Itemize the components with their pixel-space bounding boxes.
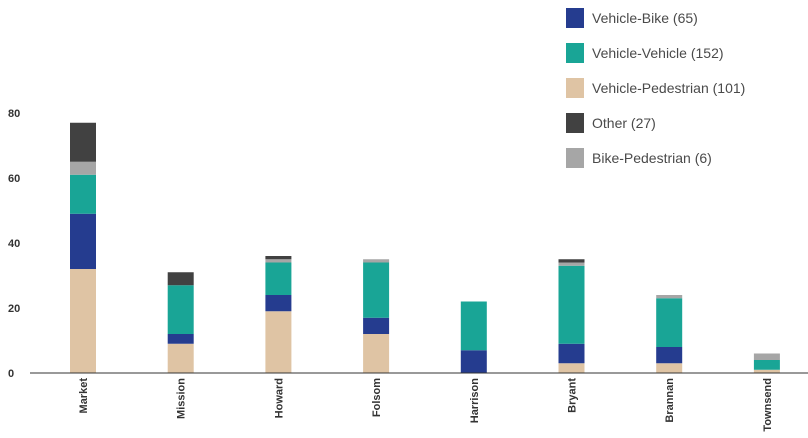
legend-swatch	[566, 43, 584, 63]
x-tick-label: Brannan	[664, 378, 676, 423]
bar-segment	[558, 343, 585, 364]
bar-segment	[70, 269, 96, 373]
legend-label: Other (27)	[592, 115, 656, 131]
legend-swatch	[566, 78, 584, 98]
x-tick-label: Mission	[176, 378, 188, 419]
bar-segment	[656, 298, 683, 347]
legend-swatch	[566, 113, 584, 133]
y-tick-label: 20	[8, 303, 20, 315]
bar-segment	[656, 295, 683, 299]
bar-segment	[363, 334, 390, 373]
x-tick-label: Townsend	[762, 378, 774, 432]
x-tick-label: Bryant	[567, 378, 579, 413]
legend-swatch	[566, 8, 584, 28]
bar-segment	[167, 334, 194, 344]
bar-segment	[656, 347, 683, 364]
legend-label: Vehicle-Pedestrian (101)	[592, 80, 746, 96]
legend-swatch	[566, 148, 584, 168]
bar-segment	[265, 295, 292, 312]
bar-segment	[558, 265, 585, 344]
bar-segment	[558, 363, 585, 373]
y-tick-label: 80	[8, 108, 20, 120]
bar-segment	[363, 317, 390, 334]
bar-stacks	[70, 122, 780, 373]
bar-segment	[265, 256, 292, 260]
x-tick-label: Folsom	[371, 378, 383, 417]
y-tick-label: 60	[8, 173, 20, 185]
legend-label: Bike-Pedestrian (6)	[592, 150, 712, 166]
legend-item: Bike-Pedestrian (6)	[566, 148, 745, 168]
x-axis-category-labels: Market Mission Howard Folsom Harrison Bryant B…	[78, 378, 774, 432]
bar-segment	[265, 259, 292, 263]
bar-segment	[753, 360, 780, 370]
bar-segment	[70, 174, 96, 214]
x-tick-label: Market	[78, 378, 90, 414]
bar-segment	[265, 262, 292, 295]
bar-segment	[167, 285, 194, 334]
bar-segment	[753, 353, 780, 360]
chart-legend: Vehicle-Bike (65) Vehicle-Vehicle (152) Ve…	[566, 8, 745, 183]
bar-segment	[460, 301, 487, 351]
bar-segment	[70, 213, 96, 269]
legend-label: Vehicle-Bike (65)	[592, 10, 698, 26]
bar-segment	[70, 161, 96, 175]
legend-item: Vehicle-Pedestrian (101)	[566, 78, 745, 98]
bar-segment	[265, 311, 292, 373]
bar-segment	[753, 369, 780, 373]
bar-segment	[558, 262, 585, 266]
legend-item: Vehicle-Vehicle (152)	[566, 43, 745, 63]
bar-segment	[656, 363, 683, 373]
legend-item: Vehicle-Bike (65)	[566, 8, 745, 28]
bar-segment	[460, 350, 487, 373]
x-tick-label: Howard	[273, 378, 285, 418]
legend-label: Vehicle-Vehicle (152)	[592, 45, 724, 61]
legend-item: Other (27)	[566, 113, 745, 133]
bar-segment	[363, 262, 390, 318]
bar-segment	[363, 259, 390, 263]
bar-segment	[70, 122, 96, 162]
x-tick-label: Harrison	[469, 378, 481, 424]
y-tick-label: 40	[8, 238, 20, 250]
y-axis-ticks: 0 20 40 60 80	[8, 108, 20, 380]
bar-segment	[167, 343, 194, 373]
bar-segment	[167, 272, 194, 286]
y-tick-label: 0	[8, 368, 14, 380]
bar-segment	[558, 259, 585, 263]
